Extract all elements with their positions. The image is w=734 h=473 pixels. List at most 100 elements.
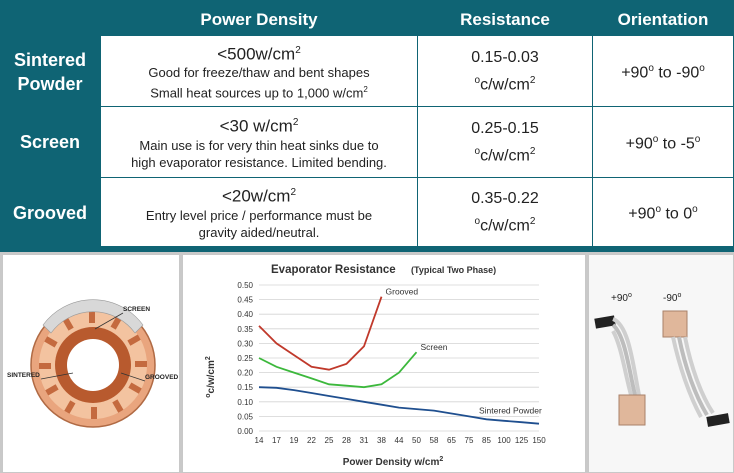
row-label-sintered-powder: Sintered Powder — [0, 48, 100, 96]
photo-background — [589, 255, 733, 472]
y-tick-label: 0.25 — [237, 354, 253, 363]
series-label: Sintered Powder — [479, 406, 542, 416]
orientation-separator: to — [658, 135, 681, 153]
x-tick-label: 44 — [395, 436, 404, 445]
power-density-cell: <30 w/cm2 Main use is for very thin heat… — [101, 107, 417, 177]
power-density-main: <30 w/cm — [219, 116, 293, 136]
y-tick-label: 0.05 — [237, 412, 253, 421]
chart-panel: Evaporator Resistance (Typical Two Phase… — [182, 254, 586, 473]
y-tick-label: 0.15 — [237, 383, 253, 392]
header-resistance: Resistance — [460, 10, 550, 29]
power-density-detail: gravity aided/neutral. — [198, 224, 320, 240]
y-axis-label: oc/w/cm2 — [205, 356, 217, 398]
x-tick-label: 38 — [377, 436, 386, 445]
x-tick-label: 14 — [255, 436, 264, 445]
y-tick-label: 0.35 — [237, 325, 253, 334]
superscript: 2 — [529, 74, 536, 86]
series-lines — [258, 296, 540, 425]
series-label: Grooved — [386, 287, 419, 297]
row-label-line: Screen — [19, 132, 81, 152]
superscript: o — [648, 62, 654, 74]
chart-title: Evaporator Resistance — [271, 264, 396, 276]
y-tick-label: 0.20 — [237, 369, 253, 378]
callout-line — [94, 312, 124, 330]
y-tick-label: 0.45 — [237, 296, 253, 305]
x-tick-label: 125 — [515, 436, 529, 445]
label-minus-90: -90o — [663, 292, 681, 304]
series-label: Screen — [421, 342, 448, 352]
superscript: o — [699, 62, 705, 74]
heat-pipe-cross-section: SCREEN SINTERED GROOVED — [7, 299, 179, 428]
superscript: 2 — [295, 44, 301, 56]
orientation-from: +90 — [621, 64, 649, 82]
x-tick-label: 65 — [447, 436, 456, 445]
orientation-separator: to — [653, 64, 677, 82]
x-tick-label: 17 — [272, 436, 281, 445]
x-tick-label: 19 — [290, 436, 299, 445]
orientation-to: -5 — [680, 135, 695, 153]
superscript: o — [474, 145, 481, 157]
left-heat-pipe-assembly — [594, 315, 646, 426]
power-density-detail: Good for freeze/thaw and bent shapes — [148, 65, 370, 81]
row-label-line: Sintered — [13, 50, 87, 70]
orientation-from: +90 — [625, 135, 653, 153]
label-screen: SCREEN — [123, 306, 150, 313]
y-tick-label: 0.00 — [237, 427, 253, 436]
superscript: o — [474, 215, 481, 227]
x-tick-label: 58 — [430, 436, 439, 445]
orientation-to: 0 — [683, 205, 693, 223]
superscript: o — [692, 203, 698, 215]
row-label-grooved: Grooved — [0, 201, 100, 225]
y-tick-labels: 0.00 0.05 0.10 0.15 0.20 0.25 0.30 0.35 0.40 0.45… — [237, 281, 253, 436]
series-labels: Grooved Screen Sintered Powder — [386, 287, 543, 416]
heat-pipe-diagram-panel: SCREEN SINTERED GROOVED — [2, 254, 180, 473]
x-tick-label: 25 — [325, 436, 334, 445]
resistance-range: 0.35-0.22 — [471, 189, 539, 207]
power-density-detail: Entry level price / performance must be — [145, 207, 373, 223]
x-tick-labels: 14 17 19 22 25 28 31 38 44 50 58 65 75 85 100 125 150 — [255, 436, 547, 445]
right-heat-pipe-assembly — [662, 310, 730, 427]
power-density-main: <500w/cm — [217, 44, 296, 64]
y-tick-label: 0.50 — [237, 281, 253, 290]
power-density-detail: Main use is for very thin heat sinks due… — [139, 137, 379, 153]
callout-line — [40, 372, 74, 380]
superscript: 2 — [292, 117, 299, 129]
superscript: 2 — [363, 85, 368, 95]
callout-line — [120, 372, 146, 382]
superscript: o — [652, 133, 659, 145]
power-density-main: <20w/cm — [221, 186, 291, 206]
resistance-unit: c/w/cm — [480, 147, 530, 165]
x-tick-label: 50 — [412, 436, 421, 445]
superscript: 2 — [529, 145, 536, 157]
superscript: 2 — [290, 187, 297, 199]
resistance-unit: c/w/cm — [480, 76, 530, 94]
orientation-cell: +90o to 0o — [593, 178, 733, 246]
power-density-detail: Small heat sources up to 1,000 w/cm — [150, 85, 364, 101]
series-line-screen — [258, 351, 418, 389]
comparison-table: Power Density Resistance Orientation Sin… — [0, 0, 734, 252]
superscript: o — [474, 74, 481, 86]
orientation-photo: +90o -90o — [589, 255, 733, 472]
y-tick-label: 0.40 — [237, 310, 253, 319]
label-plus-90: +90o — [611, 292, 632, 304]
chart-title-group: Evaporator Resistance (Typical Two Phase… — [271, 264, 496, 276]
orientation-cell: +90o to -90o — [593, 36, 733, 106]
x-tick-label: 100 — [497, 436, 511, 445]
resistance-unit: c/w/cm — [480, 217, 530, 235]
chart-subtitle: (Typical Two Phase) — [411, 265, 496, 275]
row-label-line: Grooved — [12, 203, 87, 223]
series-line-sintered-powder — [258, 386, 540, 425]
superscript: o — [655, 203, 661, 215]
evaporator-resistance-chart: Evaporator Resistance (Typical Two Phase… — [205, 264, 547, 468]
orientation-image-panel: +90o -90o — [588, 254, 733, 473]
header-power-density: Power Density — [200, 10, 318, 29]
y-tick-label: 0.30 — [237, 339, 253, 348]
resistance-cell: 0.35-0.22 oc/w/cm2 — [418, 178, 592, 246]
series-line-grooved — [258, 296, 383, 371]
vapor-core — [67, 339, 119, 391]
superscript: o — [694, 133, 701, 145]
label-sintered: SINTERED — [7, 372, 40, 379]
row-label-screen: Screen — [0, 130, 100, 154]
power-density-cell: <20w/cm2 Entry level price / performance… — [101, 178, 417, 246]
